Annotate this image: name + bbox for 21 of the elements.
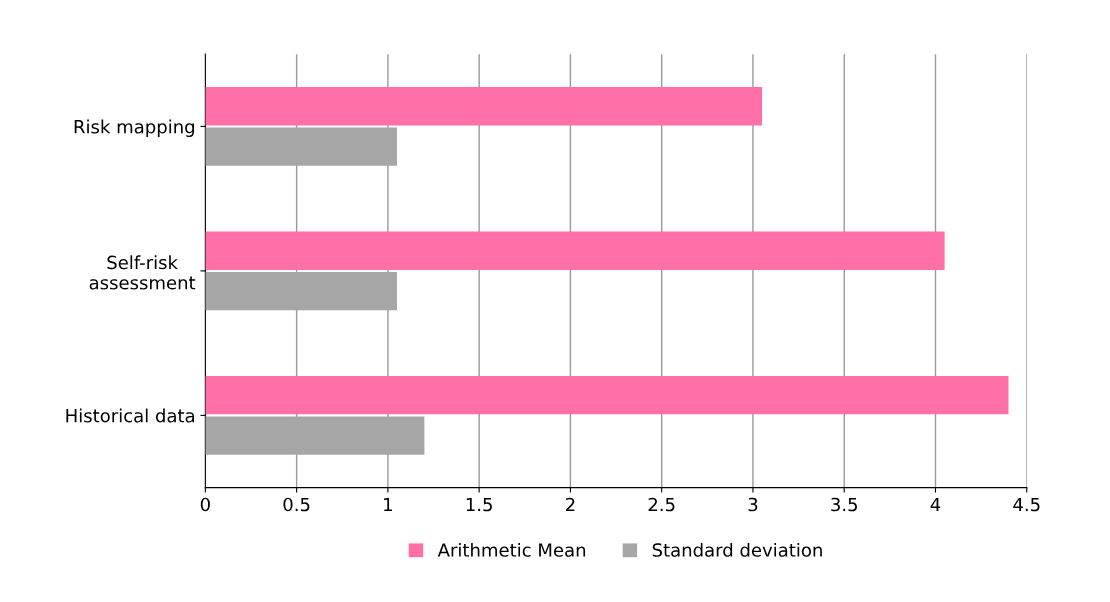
x-tick-label: 3: [748, 497, 758, 512]
y-tick-label: Risk mapping: [74, 119, 194, 138]
x-tick-label: 3.5: [831, 497, 857, 512]
bar: [205, 416, 425, 455]
bar: [205, 375, 1009, 415]
bar: [205, 86, 763, 126]
x-tick-label: 4: [930, 497, 941, 512]
x-tick-label: 0.5: [283, 497, 310, 512]
x-tick-label: 4.5: [1013, 497, 1040, 512]
legend-label: Arithmetic Mean: [437, 542, 586, 557]
y-tick-label: Self-risk assessment: [89, 255, 196, 290]
bar: [205, 271, 398, 311]
bar: [205, 127, 398, 166]
x-tick-label: 2.5: [648, 497, 675, 512]
y-tick-label: Historical data: [66, 408, 194, 423]
legend-label: Standard deviation: [652, 542, 822, 557]
bar: [205, 231, 945, 270]
x-tick-label: 2: [566, 497, 575, 512]
x-tick-label: 1: [384, 497, 392, 512]
x-tick-label: 0: [200, 497, 210, 512]
x-tick-label: 1.5: [466, 497, 492, 512]
